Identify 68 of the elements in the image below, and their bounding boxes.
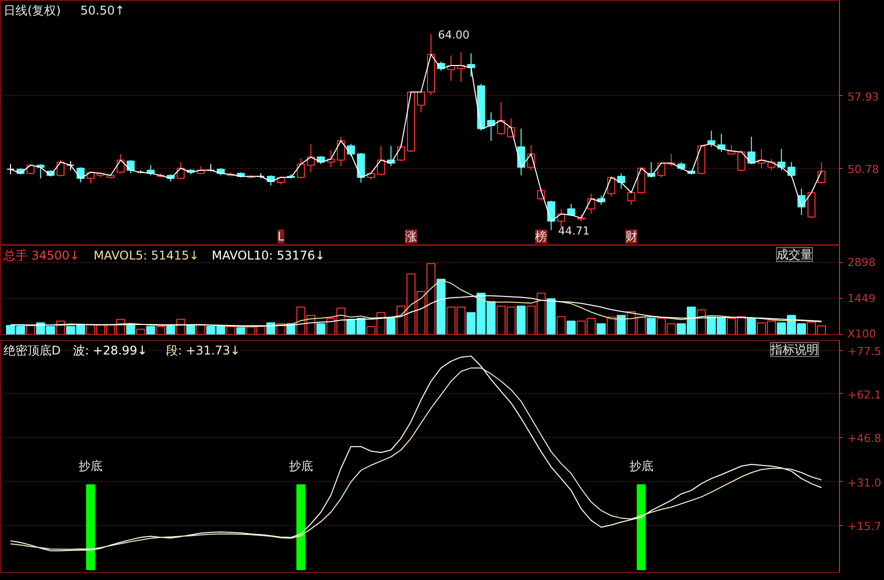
annotation: 财 [625, 230, 638, 244]
candlestick [66, 160, 75, 171]
bar [746, 318, 756, 334]
data-label: 抄底 [288, 458, 313, 473]
bar [386, 318, 396, 334]
bar [316, 323, 326, 334]
candlestick [497, 102, 506, 136]
chart-title: 日线(复权) [4, 4, 61, 18]
candlestick [296, 158, 305, 179]
annotation: 成交量 [776, 248, 812, 262]
y-tick-label: 2898 [848, 256, 876, 269]
y-tick-label: +31.0 [848, 476, 882, 490]
annotation: 榜 [535, 230, 548, 244]
candlestick [56, 160, 65, 177]
bar [646, 318, 656, 334]
bar [606, 316, 616, 334]
bar [556, 316, 566, 334]
y-tick-label: +77.5 [848, 344, 882, 358]
candlestick [627, 190, 636, 206]
bar [166, 326, 176, 334]
text: 总手 34500↓ [2, 248, 80, 262]
text: MAVOL10: 53176↓ [212, 248, 326, 262]
candlestick [787, 162, 796, 178]
y-tick-label: +62.1 [848, 388, 882, 402]
chart-subtitle: 50.50↑ [80, 4, 125, 18]
annotation: 64.00 [438, 28, 470, 42]
bar [26, 325, 36, 334]
candlestick [777, 148, 786, 171]
candlestick [126, 160, 135, 174]
candlestick [176, 162, 185, 180]
text: 波: +28.99↓ [72, 344, 148, 358]
bar [616, 314, 626, 334]
y-tick-label: 1449 [848, 292, 876, 305]
bar [176, 318, 186, 334]
line-series [10, 295, 822, 326]
bar [516, 306, 526, 334]
candlestick [376, 145, 385, 176]
bar [236, 327, 246, 334]
bar [146, 326, 156, 334]
text: 段: +31.73↓ [166, 344, 240, 358]
bar [546, 298, 556, 334]
candlestick [657, 162, 666, 178]
bar [696, 309, 706, 334]
bar [566, 320, 576, 334]
chart-title: 绝密顶底D [4, 344, 61, 358]
candlestick [356, 152, 365, 183]
data-label: 抄底 [629, 458, 654, 473]
y-tick-label: +46.8 [848, 432, 882, 445]
annotation: L [277, 230, 284, 244]
candlestick [737, 149, 746, 172]
bar [136, 328, 146, 334]
candlestick [336, 136, 345, 167]
annotation: 44.71 [558, 224, 590, 238]
candlestick [346, 143, 355, 157]
bar [596, 323, 606, 334]
text: MAVOL5: 51415↓ [94, 248, 200, 262]
y-tick-label: 50.78 [848, 162, 879, 176]
bar [226, 326, 236, 334]
bar [156, 326, 166, 334]
candlestick [396, 143, 405, 162]
y-tick-label: 57.93 [848, 90, 879, 104]
data-label: 抄底 [78, 458, 103, 473]
annotation: 指标说明 [770, 342, 818, 356]
bar [186, 325, 196, 334]
bar [436, 278, 446, 334]
y-tick-label: X100 [848, 328, 876, 340]
annotation: 涨 [404, 230, 417, 244]
y-tick-label: +15.7 [848, 520, 882, 533]
